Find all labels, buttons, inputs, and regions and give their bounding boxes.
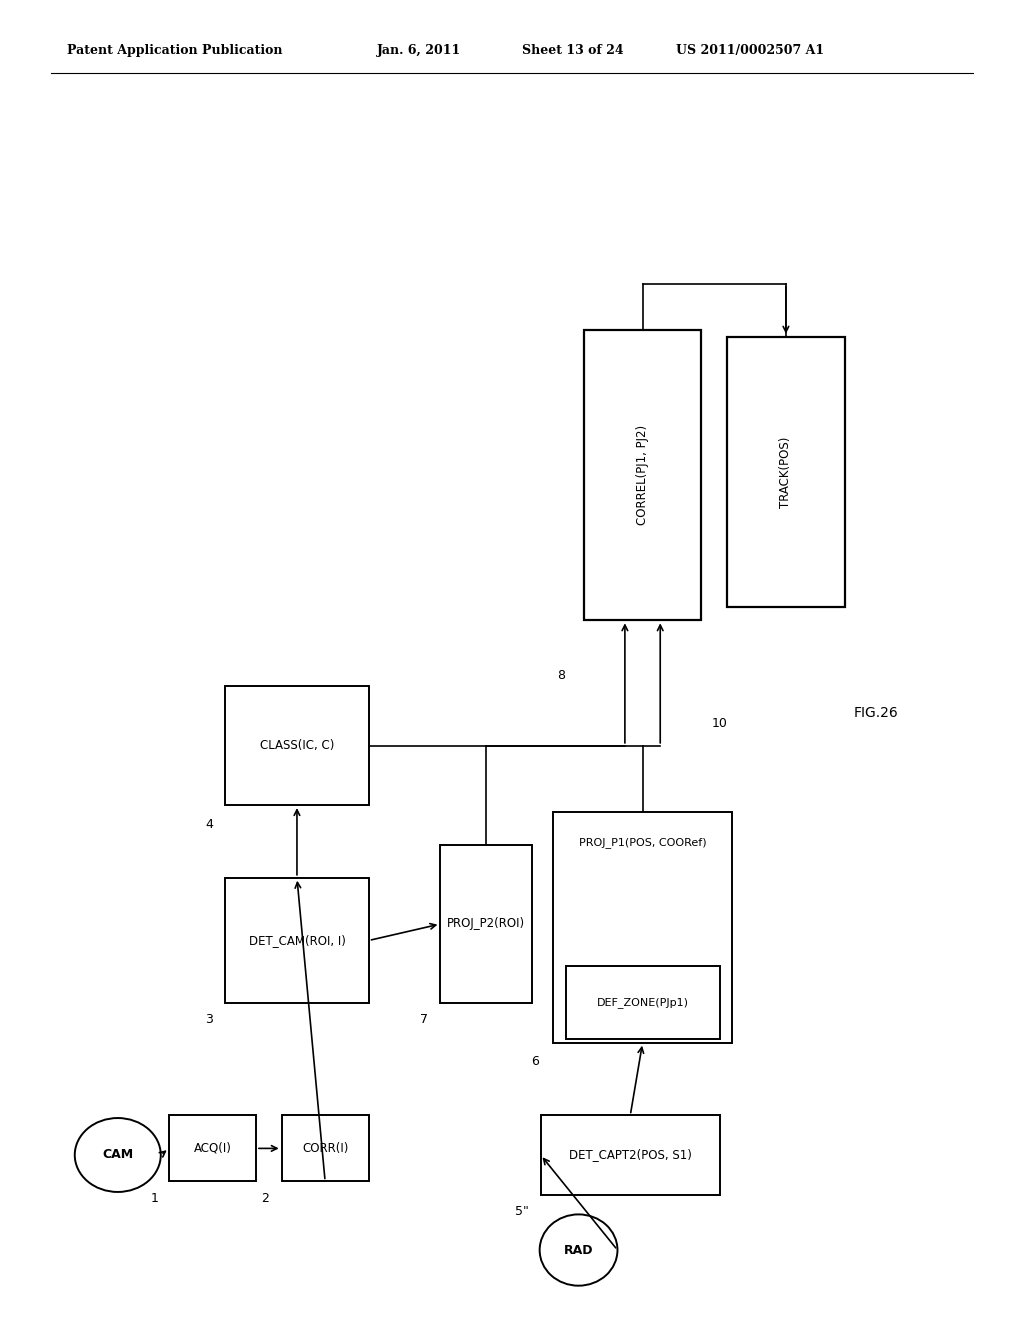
Text: 8: 8 xyxy=(557,669,565,682)
Text: RAD: RAD xyxy=(564,1243,593,1257)
Text: CORR(I): CORR(I) xyxy=(302,1142,348,1155)
Text: 7: 7 xyxy=(420,1012,428,1026)
Bar xyxy=(440,845,532,1003)
Text: CORREL(PJ1, PJ2): CORREL(PJ1, PJ2) xyxy=(636,425,649,525)
Bar xyxy=(566,966,720,1039)
Text: ACQ(I): ACQ(I) xyxy=(194,1142,231,1155)
Text: 2: 2 xyxy=(261,1192,269,1205)
Text: DET_CAPT2(POS, S1): DET_CAPT2(POS, S1) xyxy=(569,1148,691,1162)
Text: CLASS(IC, C): CLASS(IC, C) xyxy=(260,739,334,752)
Bar xyxy=(553,812,732,1043)
Bar xyxy=(584,330,701,620)
Text: US 2011/0002507 A1: US 2011/0002507 A1 xyxy=(676,44,824,57)
Bar xyxy=(225,878,369,1003)
Text: CAM: CAM xyxy=(102,1148,133,1162)
Text: 1: 1 xyxy=(151,1192,159,1205)
Ellipse shape xyxy=(540,1214,617,1286)
Ellipse shape xyxy=(75,1118,161,1192)
Bar xyxy=(541,1115,720,1195)
Bar xyxy=(727,337,845,607)
Text: PROJ_P1(POS, COORef): PROJ_P1(POS, COORef) xyxy=(580,837,707,847)
Text: TRACK(POS): TRACK(POS) xyxy=(779,436,793,508)
Bar xyxy=(169,1115,256,1181)
Text: Patent Application Publication: Patent Application Publication xyxy=(67,44,282,57)
Bar xyxy=(225,686,369,805)
Text: 5": 5" xyxy=(514,1205,528,1218)
Text: FIG.26: FIG.26 xyxy=(853,706,898,719)
Text: Jan. 6, 2011: Jan. 6, 2011 xyxy=(377,44,461,57)
Text: 6: 6 xyxy=(530,1055,539,1068)
Text: 4: 4 xyxy=(205,818,213,832)
Text: 3: 3 xyxy=(205,1012,213,1026)
Bar xyxy=(282,1115,369,1181)
Text: PROJ_P2(ROI): PROJ_P2(ROI) xyxy=(447,917,525,931)
Text: 10: 10 xyxy=(712,717,728,730)
Text: Sheet 13 of 24: Sheet 13 of 24 xyxy=(522,44,624,57)
Text: DEF_ZONE(PJp1): DEF_ZONE(PJp1) xyxy=(597,997,689,1008)
Text: DET_CAM(ROI, I): DET_CAM(ROI, I) xyxy=(249,935,345,946)
